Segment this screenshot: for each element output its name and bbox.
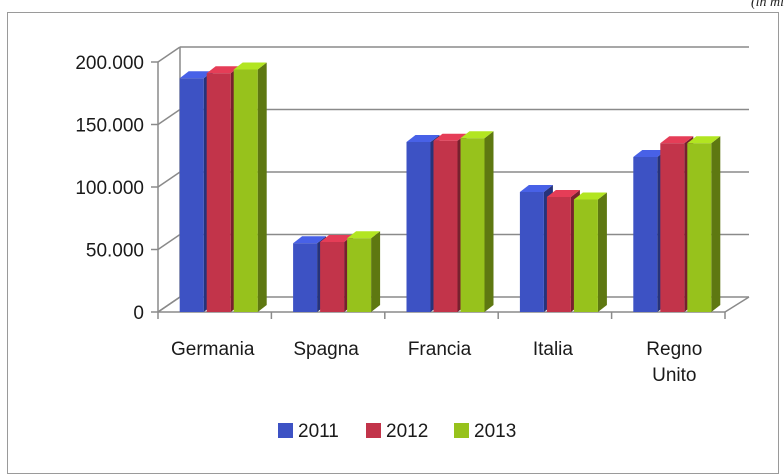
bar-top bbox=[687, 136, 721, 144]
bar-2012-francia bbox=[433, 140, 458, 312]
corner-note: (in mi bbox=[750, 0, 784, 10]
bar-top bbox=[660, 136, 694, 144]
legend-swatch-2012 bbox=[366, 423, 381, 438]
bar-2011-germania bbox=[179, 78, 204, 312]
bar-2013-francia bbox=[460, 138, 485, 312]
legend-label-2011: 2011 bbox=[298, 421, 339, 442]
legend-label-2012: 2012 bbox=[386, 421, 428, 442]
bar-top bbox=[206, 66, 240, 74]
bar-side bbox=[257, 62, 267, 312]
bar-top bbox=[406, 135, 440, 142]
bar-2013-italia bbox=[573, 199, 598, 312]
y-tick-label: 200.000 bbox=[75, 53, 144, 74]
bar-top bbox=[293, 236, 327, 244]
bar-side bbox=[711, 136, 721, 312]
y-tick-label: 100.000 bbox=[75, 178, 144, 199]
category-label: Unito bbox=[652, 365, 696, 386]
bar-top bbox=[179, 71, 213, 79]
category-label: Francia bbox=[408, 339, 472, 360]
bar-top bbox=[633, 150, 667, 157]
category-label: Germania bbox=[171, 339, 255, 360]
bar-top bbox=[233, 62, 267, 70]
category-label: Regno bbox=[646, 339, 702, 360]
bar-2013-regno-unito bbox=[687, 143, 712, 312]
bar-2012-regno-unito bbox=[660, 143, 685, 312]
bar-2012-germania bbox=[206, 73, 231, 312]
gridline-depth bbox=[157, 46, 181, 63]
legend-label-2013: 2013 bbox=[474, 421, 516, 442]
gridline-depth bbox=[157, 108, 181, 126]
bar-2011-regno-unito bbox=[633, 157, 658, 312]
category-label: Spagna bbox=[293, 339, 359, 360]
gridline-depth bbox=[157, 296, 181, 313]
gridline-depth bbox=[157, 171, 181, 188]
bar-top bbox=[519, 185, 553, 192]
bar-2011-italia bbox=[519, 192, 544, 312]
bar-2013-spagna bbox=[347, 238, 372, 312]
y-tick-label: 0 bbox=[133, 303, 144, 324]
bar-side bbox=[371, 231, 381, 312]
bar-top bbox=[460, 131, 494, 139]
bar-2012-spagna bbox=[320, 242, 345, 312]
legend-swatch-2011 bbox=[278, 423, 293, 438]
y-tick-label: 50.000 bbox=[86, 241, 144, 262]
bar-2013-germania bbox=[233, 69, 258, 312]
bar-side bbox=[597, 192, 607, 312]
bar-top bbox=[347, 231, 381, 239]
y-tick-label: 150.000 bbox=[75, 116, 144, 137]
bar-top bbox=[320, 235, 354, 242]
bar-2011-spagna bbox=[293, 243, 318, 312]
bar-top bbox=[546, 190, 580, 197]
bar-side bbox=[484, 131, 494, 312]
floor-right-edge bbox=[724, 296, 750, 313]
gridline-depth bbox=[157, 233, 181, 251]
bar-top bbox=[573, 192, 607, 200]
bar-2012-italia bbox=[546, 197, 571, 312]
legend-swatch-2013 bbox=[454, 423, 469, 438]
bar-2011-francia bbox=[406, 142, 431, 312]
category-label: Italia bbox=[533, 339, 574, 360]
bar-top bbox=[433, 133, 467, 141]
